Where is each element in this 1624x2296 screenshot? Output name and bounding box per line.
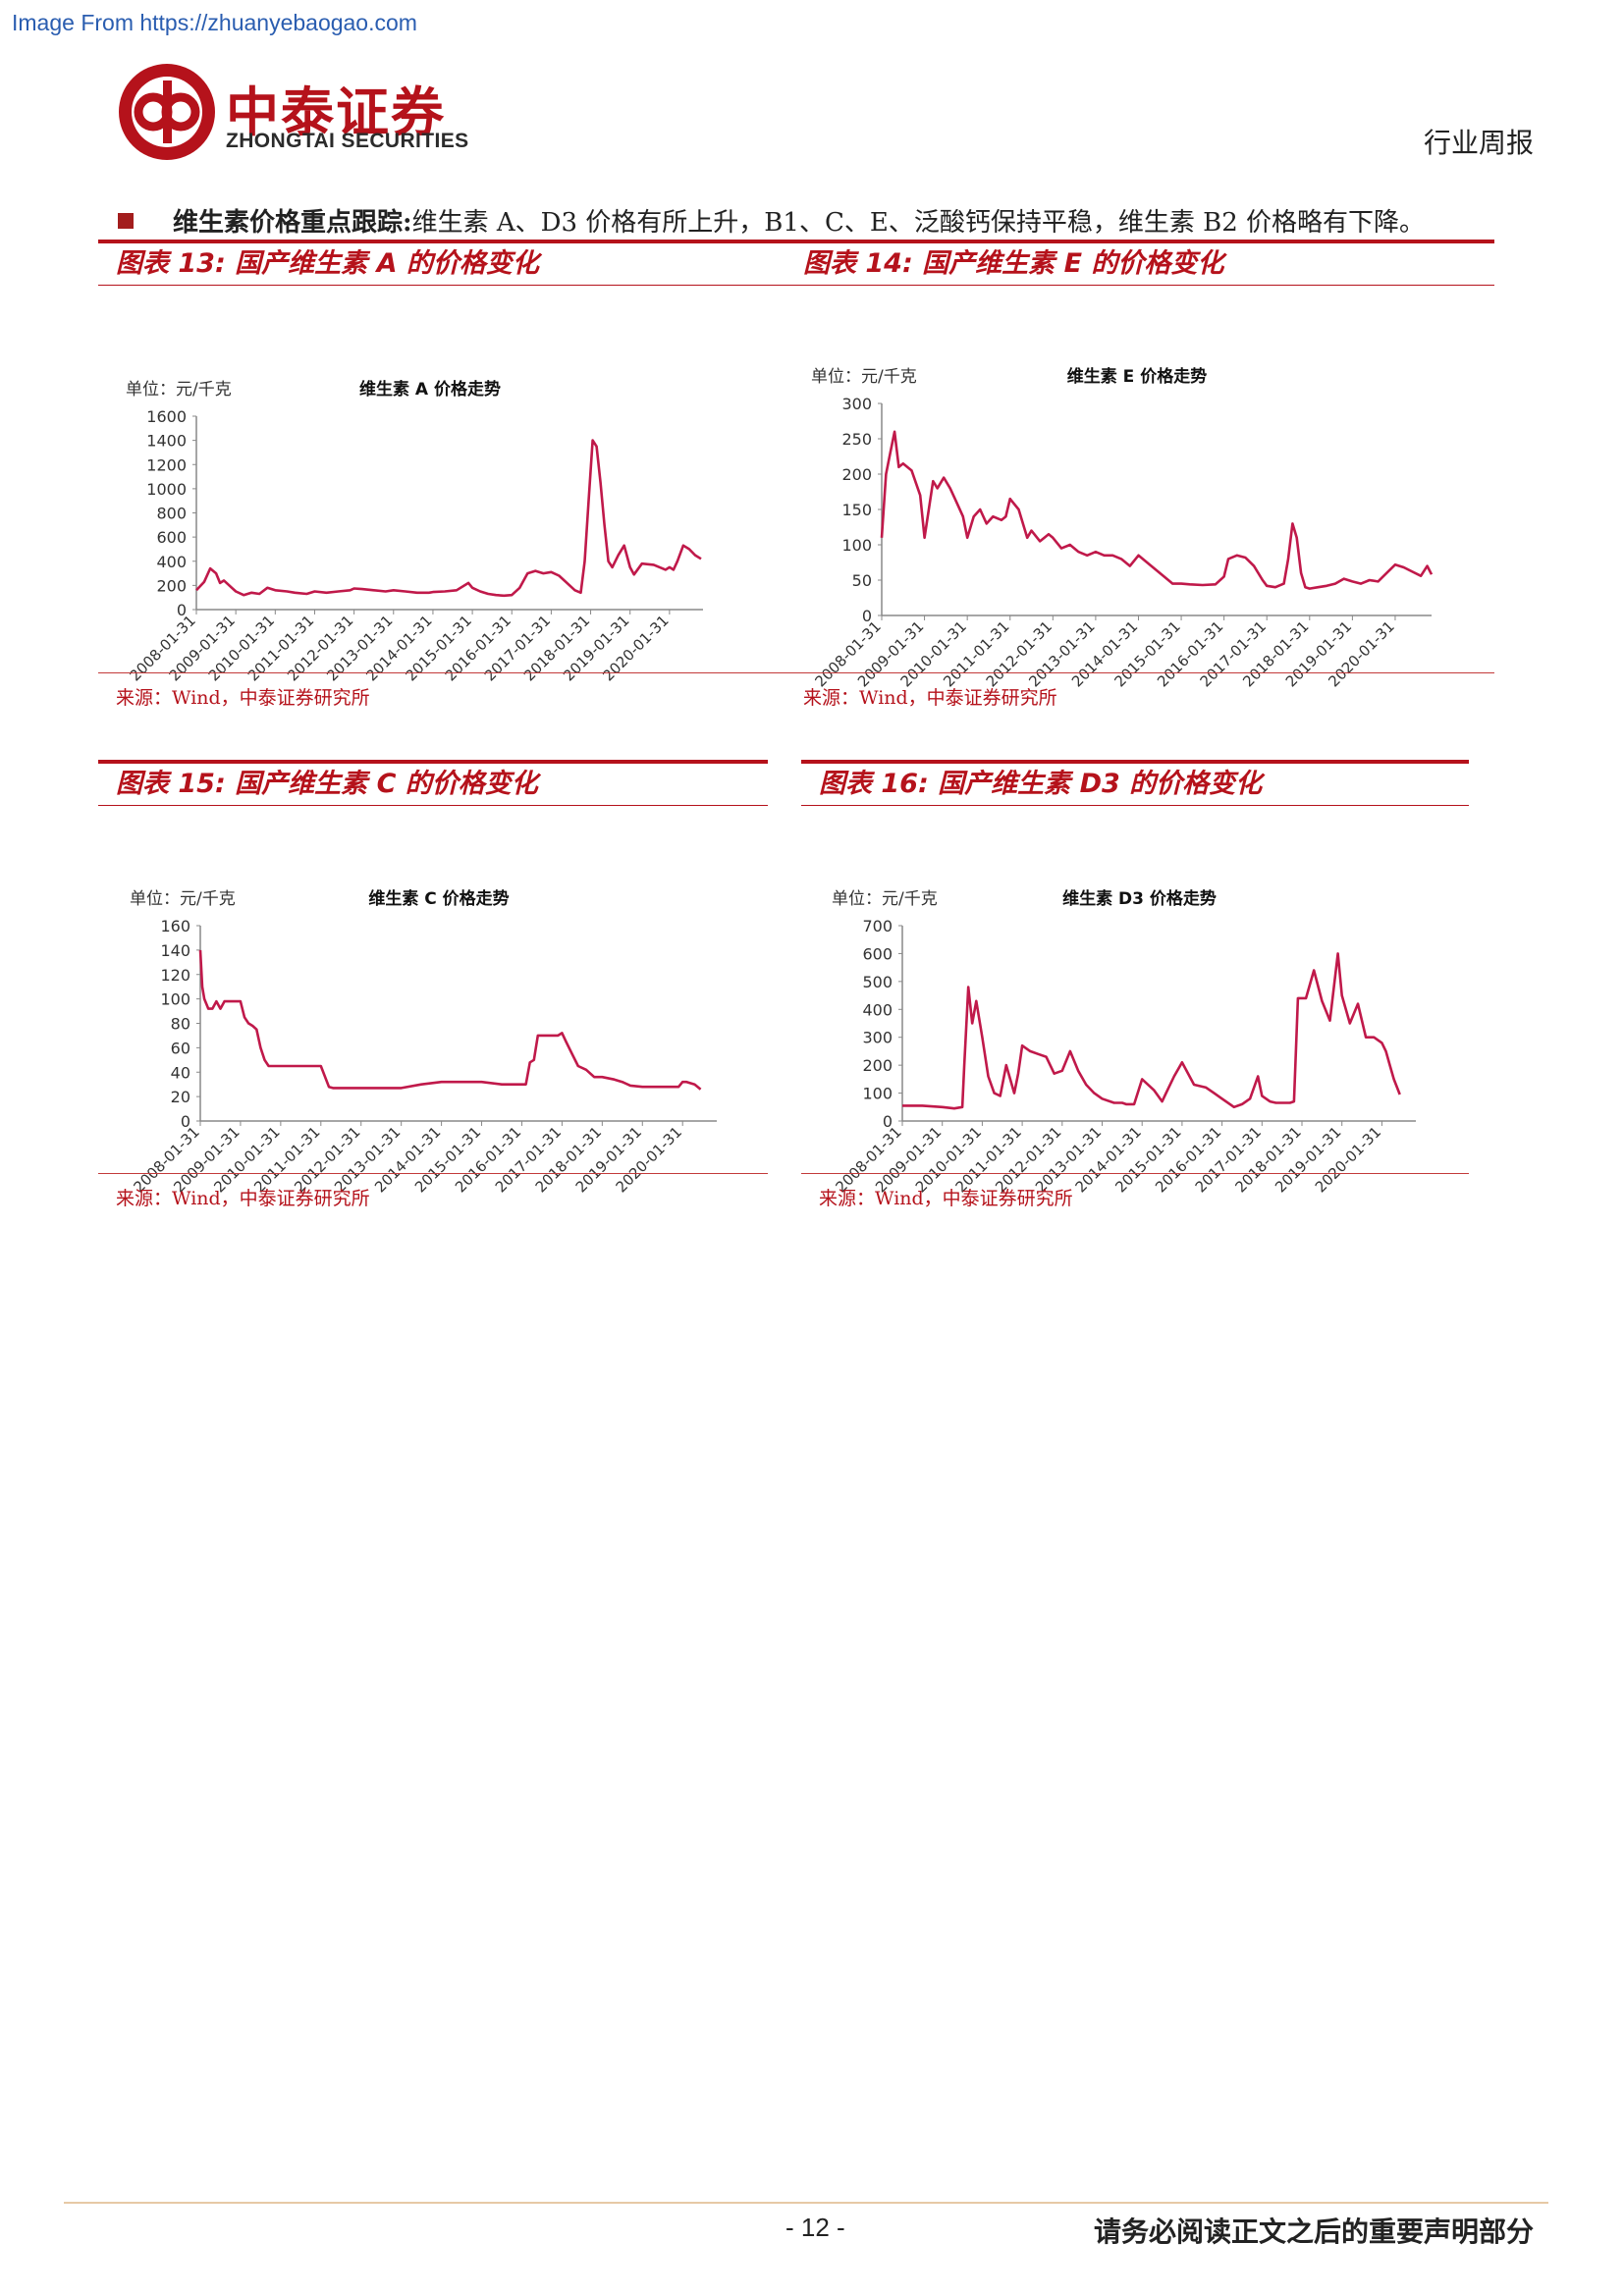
y-tick-label: 60 [171, 1039, 190, 1057]
y-tick-label: 0 [862, 607, 872, 625]
y-tick-label: 500 [862, 973, 893, 991]
figure-14-panel: 图表 14: 国产维生素 E 的价格变化 单位：元/千克 维生素 E 价格走势 0 5… [785, 240, 1494, 711]
logo-chinese-name: 中泰证券 [226, 81, 446, 143]
y-tick-label: 50 [852, 571, 872, 590]
page-number: - 12 - [785, 2213, 845, 2242]
price-series-line [198, 949, 702, 1091]
y-tick-label: 150 [841, 501, 872, 519]
y-tick-label: 1000 [146, 480, 187, 499]
bullet-square-icon [118, 213, 134, 229]
chart-title: 维生素 A 价格走势 [359, 379, 501, 400]
chart-title: 维生素 E 价格走势 [1067, 366, 1207, 387]
y-tick-label: 100 [841, 536, 872, 555]
y-tick-label: 80 [171, 1015, 190, 1034]
y-tick-label: 0 [883, 1112, 893, 1131]
y-tick-label: 160 [160, 917, 190, 935]
y-tick-label: 600 [862, 944, 893, 963]
figure-16-title: 图表 16: 国产维生素 D3 的价格变化 [801, 760, 1469, 806]
footer-divider [64, 2202, 1548, 2204]
figure-16-source: 来源：Wind，中泰证券研究所 [801, 1173, 1469, 1210]
y-tick-label: 200 [862, 1056, 893, 1075]
y-tick-label: 250 [841, 430, 872, 449]
figure-15-title: 图表 15: 国产维生素 C 的价格变化 [98, 760, 768, 806]
y-tick-label: 0 [181, 1112, 190, 1131]
price-series-line [195, 439, 702, 598]
vitamin-c-price-chart: 单位：元/千克 维生素 C 价格走势02040608010012014016020… [130, 888, 717, 1196]
report-type-label: 行业周报 [1423, 127, 1534, 159]
y-tick-label: 200 [841, 465, 872, 484]
vitamin-price-summary: 维生素价格重点跟踪:维生素 A、D3 价格有所上升，B1、C、E、泛酸钙保持平稳… [118, 202, 1551, 239]
source-link[interactable]: Image From https://zhuanyebaogao.com [12, 10, 417, 35]
figure-13-panel: 图表 13: 国产维生素 A 的价格变化 单位：元/千克 维生素 A 价格走势 0 2… [98, 240, 793, 711]
summary-text: 维生素 A、D3 价格有所上升，B1、C、E、泛酸钙保持平稳，维生素 B2 价格… [411, 208, 1426, 238]
unit-label: 单位：元/千克 [811, 367, 917, 387]
unit-label: 单位：元/千克 [130, 889, 236, 909]
y-tick-label: 300 [862, 1029, 893, 1047]
figure-16-panel: 图表 16: 国产维生素 D3 的价格变化 单位：元/千克 维生素 D3 价格走势… [801, 760, 1469, 1221]
company-logo: 中泰证券 ZHONGTAI SECURITIES [116, 61, 509, 163]
chart-title: 维生素 D3 价格走势 [1062, 888, 1217, 909]
logo-emblem-icon [119, 64, 215, 160]
y-tick-label: 40 [171, 1063, 190, 1082]
vitamin-d3-price-chart: 单位：元/千克 维生素 D3 价格走势 0 100 200 300 400 500 600 700… [832, 888, 1416, 1196]
y-tick-label: 400 [156, 553, 187, 571]
y-tick-label: 0 [177, 601, 187, 619]
chart-title: 维生素 C 价格走势 [368, 888, 509, 909]
y-tick-label: 100 [160, 990, 190, 1009]
y-tick-label: 200 [156, 576, 187, 595]
unit-label: 单位：元/千克 [832, 889, 938, 909]
figure-15-panel: 图表 15: 国产维生素 C 的价格变化 单位：元/千克 维生素 C 价格走势 0 2… [98, 760, 768, 1221]
price-series-line [880, 430, 1434, 590]
figure-14-title: 图表 14: 国产维生素 E 的价格变化 [785, 240, 1494, 286]
y-tick-label: 1400 [146, 432, 187, 451]
y-tick-label: 1200 [146, 455, 187, 474]
y-tick-label: 400 [862, 1000, 893, 1019]
y-tick-label: 800 [156, 505, 187, 523]
vitamin-e-price-chart: 单位：元/千克 维生素 E 价格走势0501001502002503002008-… [811, 366, 1434, 690]
logo-english-name: ZHONGTAI SECURITIES [226, 130, 469, 152]
vitamin-a-price-chart: 单位：元/千克 维生素 A 价格走势 0 200 400 600 800 1000 1200 14… [126, 379, 703, 684]
price-series-line [902, 952, 1401, 1110]
figure-14-source: 来源：Wind，中泰证券研究所 [785, 672, 1494, 710]
summary-key: 维生素价格重点跟踪: [173, 208, 412, 238]
y-tick-label: 300 [841, 395, 872, 413]
y-tick-label: 700 [862, 917, 893, 935]
y-tick-label: 1600 [146, 407, 187, 426]
y-tick-label: 140 [160, 941, 190, 960]
y-tick-label: 120 [160, 966, 190, 985]
disclaimer-note: 请务必阅读正文之后的重要声明部分 [1093, 2216, 1534, 2248]
y-tick-label: 100 [862, 1085, 893, 1103]
y-tick-label: 20 [171, 1088, 190, 1106]
figure-13-source: 来源：Wind，中泰证券研究所 [98, 672, 793, 710]
y-tick-label: 600 [156, 528, 187, 547]
figure-13-title: 图表 13: 国产维生素 A 的价格变化 [98, 240, 793, 286]
figure-15-source: 来源：Wind，中泰证券研究所 [98, 1173, 768, 1210]
unit-label: 单位：元/千克 [126, 380, 232, 400]
